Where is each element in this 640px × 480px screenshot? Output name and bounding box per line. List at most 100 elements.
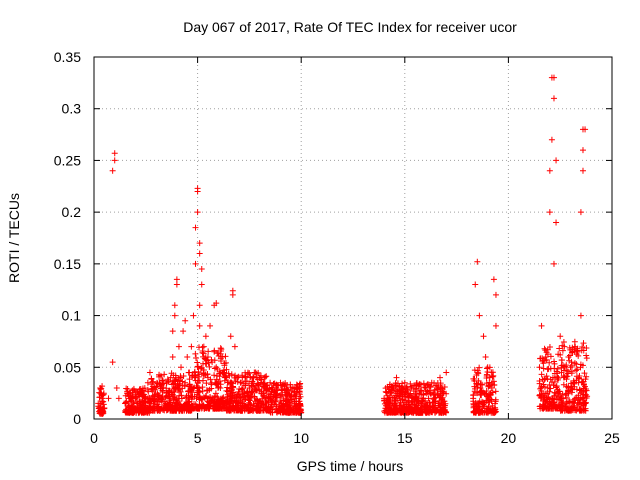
data-point <box>182 394 189 401</box>
data-point <box>573 347 580 354</box>
data-point <box>570 379 577 386</box>
data-point <box>573 367 580 374</box>
data-point <box>196 250 203 257</box>
data-point <box>127 398 134 405</box>
data-point <box>538 322 545 329</box>
data-point <box>115 395 122 402</box>
data-point <box>536 378 543 385</box>
data-point <box>540 381 547 388</box>
data-point <box>284 387 291 394</box>
data-point <box>440 406 447 413</box>
data-point <box>541 345 548 352</box>
data-point <box>223 366 230 373</box>
data-point <box>479 409 486 416</box>
data-point <box>285 397 292 404</box>
data-point <box>126 409 133 416</box>
data-point <box>157 372 164 379</box>
data-point <box>216 404 223 411</box>
data-point <box>230 384 237 391</box>
y-tick-label: 0 <box>73 411 81 427</box>
data-point <box>126 395 133 402</box>
data-point <box>216 373 223 380</box>
data-point <box>283 390 290 397</box>
data-point <box>235 373 242 380</box>
data-point <box>233 407 240 414</box>
x-axis-label: GPS time / hours <box>297 458 404 474</box>
data-point <box>203 380 210 387</box>
data-point <box>132 395 139 402</box>
data-point <box>232 378 239 385</box>
data-point <box>485 405 492 412</box>
data-point <box>474 258 481 265</box>
data-point <box>488 384 495 391</box>
data-point <box>245 401 252 408</box>
data-point <box>482 353 489 360</box>
data-point <box>410 395 417 402</box>
data-point <box>565 368 572 375</box>
data-point <box>405 394 412 401</box>
data-point <box>561 363 568 370</box>
data-point <box>561 343 568 350</box>
data-point <box>235 398 242 405</box>
data-point <box>192 372 199 379</box>
data-point <box>267 404 274 411</box>
data-point <box>489 389 496 396</box>
data-point <box>558 357 565 364</box>
data-point <box>163 390 170 397</box>
data-point <box>553 219 560 226</box>
data-point <box>252 369 259 376</box>
data-point <box>477 381 484 388</box>
data-point <box>553 382 560 389</box>
data-point <box>194 391 201 398</box>
data-point <box>248 407 255 414</box>
data-point <box>269 388 276 395</box>
data-point <box>194 185 201 192</box>
x-tick-label: 0 <box>90 430 98 446</box>
data-point <box>140 409 147 416</box>
data-point <box>544 384 551 391</box>
data-point <box>416 390 423 397</box>
data-point <box>185 388 192 395</box>
data-point <box>162 394 169 401</box>
data-point <box>198 266 205 273</box>
data-point <box>111 150 118 157</box>
data-point <box>180 328 187 335</box>
data-point <box>489 373 496 380</box>
data-point <box>195 368 202 375</box>
data-point <box>214 394 221 401</box>
data-point <box>583 373 590 380</box>
data-point <box>265 399 272 406</box>
data-point <box>381 400 388 407</box>
data-point <box>560 373 567 380</box>
data-point <box>173 400 180 407</box>
data-point <box>576 407 583 414</box>
data-point <box>96 404 103 411</box>
data-point <box>228 390 235 397</box>
data-point <box>577 312 584 319</box>
data-point <box>582 391 589 398</box>
data-point <box>228 371 235 378</box>
data-point <box>97 390 104 397</box>
data-point <box>138 390 145 397</box>
data-point <box>564 404 571 411</box>
data-point <box>251 402 258 409</box>
data-point <box>263 373 270 380</box>
data-point <box>562 403 569 410</box>
data-point <box>162 404 169 411</box>
data-point <box>420 391 427 398</box>
data-point <box>273 384 280 391</box>
data-point <box>167 374 174 381</box>
data-point <box>239 372 246 379</box>
data-point <box>188 343 195 350</box>
data-point <box>485 397 492 404</box>
data-point <box>214 399 221 406</box>
data-point <box>579 379 586 386</box>
data-point <box>196 240 203 247</box>
data-point <box>148 381 155 388</box>
y-tick-label: 0.05 <box>54 359 81 375</box>
data-point <box>175 343 182 350</box>
data-point <box>224 394 231 401</box>
data-point <box>196 385 203 392</box>
data-point <box>583 345 590 352</box>
